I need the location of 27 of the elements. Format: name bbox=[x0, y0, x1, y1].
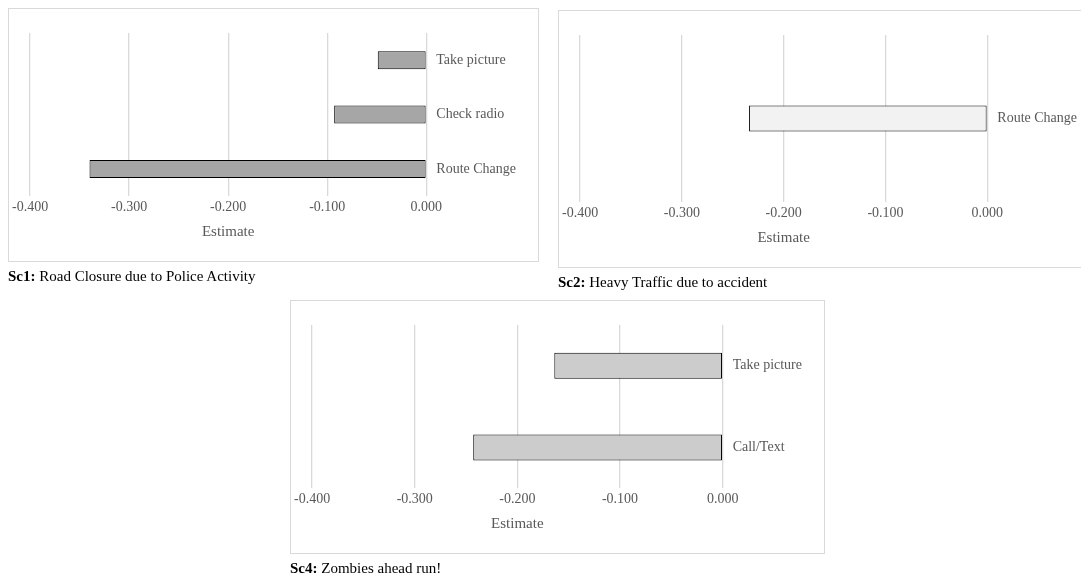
y-tick-label: Take picture bbox=[436, 51, 506, 67]
x-tick-label: -0.400 bbox=[294, 491, 331, 507]
x-tick-label: -0.300 bbox=[111, 199, 148, 215]
x-axis-title: Estimate bbox=[201, 222, 255, 239]
x-tick-label: -0.300 bbox=[663, 205, 700, 221]
y-tick-label: Route Change bbox=[436, 160, 517, 176]
y-tick-label: Check radio bbox=[436, 106, 505, 122]
y-tick-label: Take picture bbox=[732, 357, 802, 373]
y-tick-label: Route Change bbox=[997, 110, 1078, 126]
x-tick-label: -0.200 bbox=[210, 199, 247, 215]
x-tick-label: -0.100 bbox=[309, 199, 346, 215]
x-tick-label: -0.400 bbox=[562, 205, 599, 221]
x-tick-label: 0.000 bbox=[410, 199, 443, 215]
x-tick-label: -0.300 bbox=[396, 491, 433, 507]
y-tick-label: Call/Text bbox=[732, 439, 785, 455]
x-tick-label: 0.000 bbox=[971, 205, 1004, 221]
x-tick-label: -0.100 bbox=[867, 205, 904, 221]
x-tick-label: -0.400 bbox=[12, 199, 49, 215]
x-tick-label: -0.200 bbox=[765, 205, 802, 221]
text: Sc1: Road Closure due to Police Activity bbox=[8, 268, 257, 285]
x-tick-label: 0.000 bbox=[706, 491, 739, 507]
x-axis-title: Estimate bbox=[757, 228, 811, 245]
x-axis-title: Estimate bbox=[491, 514, 544, 531]
x-tick-label: -0.200 bbox=[499, 491, 536, 507]
text: Sc2: Heavy Traffic due to accident bbox=[558, 274, 769, 291]
text: Sc4: Zombies ahead run! bbox=[290, 560, 443, 577]
x-tick-label: -0.100 bbox=[601, 491, 639, 507]
